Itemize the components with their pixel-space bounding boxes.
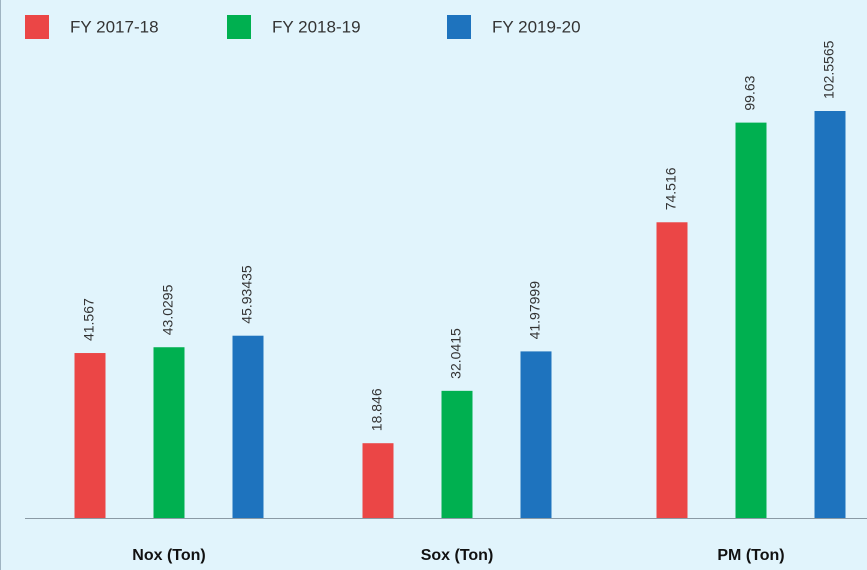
value-label: 43.0295: [160, 284, 176, 335]
bar: [735, 122, 767, 518]
value-label: 102.5565: [821, 40, 837, 99]
x-tick-label: Nox (Ton): [132, 547, 205, 564]
value-label: 99.63: [742, 75, 758, 110]
legend-label: FY 2019-20: [492, 17, 581, 36]
value-label: 45.93435: [239, 265, 255, 324]
bar: [232, 335, 264, 518]
bar: [656, 222, 688, 518]
value-label: 18.846: [369, 388, 385, 431]
x-tick-label: Sox (Ton): [421, 547, 494, 564]
legend-swatch: [447, 15, 471, 39]
legend-label: FY 2018-19: [272, 17, 361, 36]
value-label: 41.567: [81, 298, 97, 341]
legend-label: FY 2017-18: [70, 17, 159, 36]
legend-swatch: [25, 15, 49, 39]
legend-swatch: [227, 15, 251, 39]
bar: [362, 443, 394, 518]
value-label: 41.97999: [527, 281, 543, 340]
bar: [441, 390, 473, 518]
value-label: 74.516: [663, 167, 679, 210]
bar: [814, 111, 846, 518]
bar: [153, 347, 185, 518]
bar: [74, 353, 106, 518]
value-label: 32.0415: [448, 328, 464, 379]
x-tick-label: PM (Ton): [717, 547, 784, 564]
bar: [520, 351, 552, 518]
